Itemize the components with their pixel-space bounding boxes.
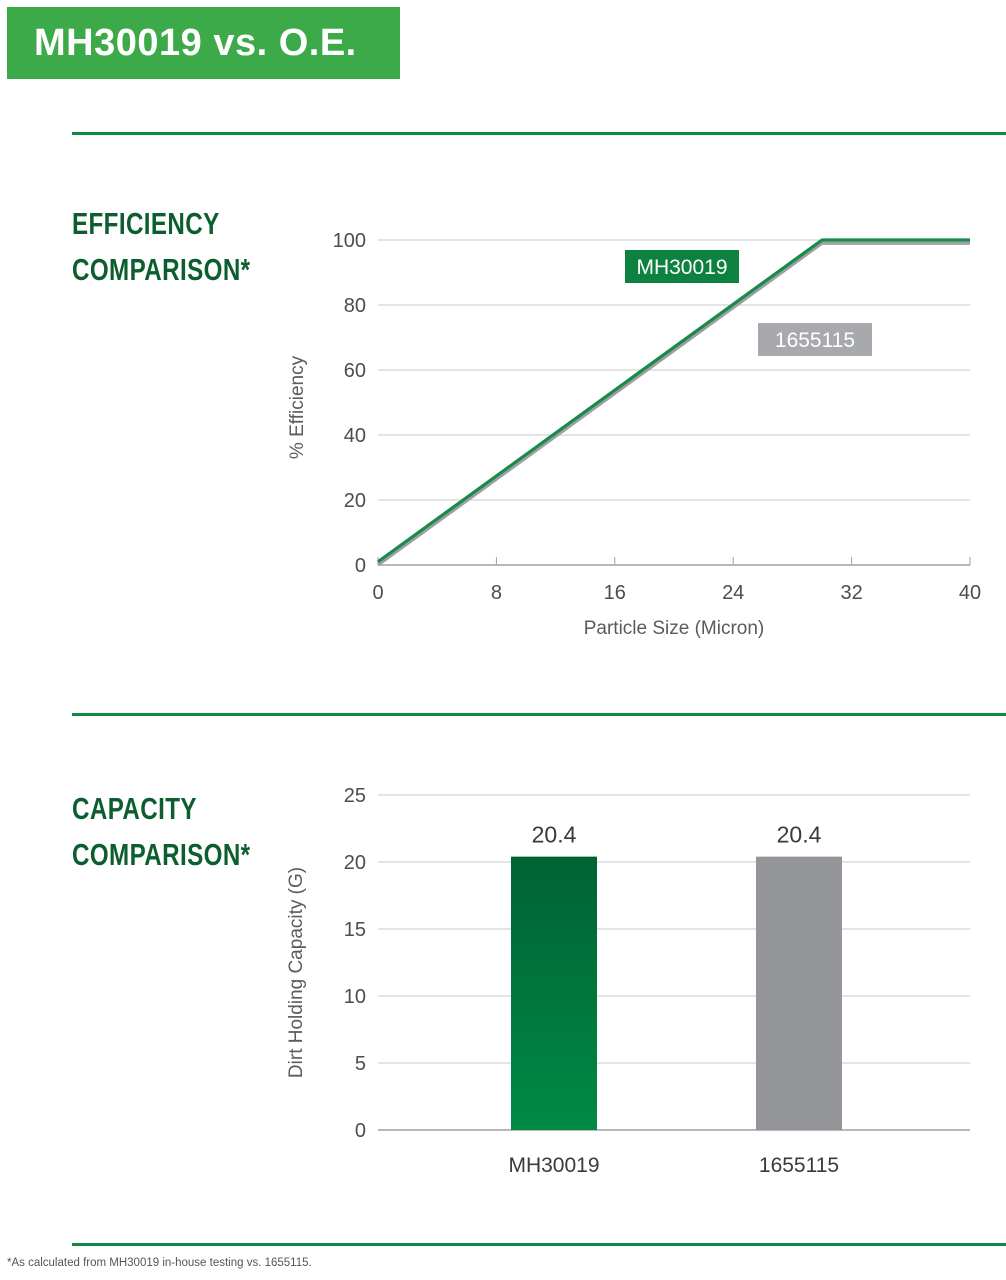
- series-line-1655115: [377, 241, 970, 567]
- y-tick-label-80: 80: [344, 295, 366, 317]
- y-axis-label: Dirt Holding Capacity (G): [286, 867, 307, 1078]
- x-tick-label-24: 24: [722, 582, 744, 604]
- section-divider-top: [72, 132, 1006, 135]
- x-axis-label: Particle Size (Micron): [584, 618, 765, 639]
- x-tick-label-40: 40: [959, 582, 981, 604]
- data-label-MH30019: 20.4: [532, 822, 577, 848]
- y-tick-label-20: 20: [344, 490, 366, 512]
- y-tick-label-60: 60: [344, 360, 366, 382]
- y-tick-label-25: 25: [344, 785, 366, 807]
- y-tick-label-0: 0: [355, 555, 366, 577]
- capacity-heading: CAPACITY COMPARISON*: [72, 786, 250, 878]
- legend-box-1655115: [758, 323, 872, 356]
- y-tick-label-0: 0: [355, 1120, 366, 1142]
- capacity-heading-line2: COMPARISON*: [72, 837, 251, 872]
- y-tick-label-100: 100: [333, 230, 366, 252]
- bar-1655115: [756, 856, 842, 1130]
- capacity-chart: 0 5 10 15 20 25 Dirt Holding Capacity (G) 20.4 M…: [286, 785, 970, 1177]
- x-tick-label-0: 0: [372, 582, 383, 604]
- y-axis-label: % Efficiency: [287, 355, 308, 459]
- section-divider-bottom: [72, 1243, 1006, 1246]
- x-tick-label-32: 32: [840, 582, 862, 604]
- series-line-MH30019: [377, 238, 970, 564]
- legend-label-MH30019: MH30019: [636, 256, 727, 279]
- x-tick-label-16: 16: [604, 582, 626, 604]
- x-tick-label-8: 8: [491, 582, 502, 604]
- y-tick-label-15: 15: [344, 919, 366, 941]
- section-divider-middle: [72, 713, 1006, 716]
- bar-MH30019: [511, 856, 597, 1130]
- legend-label-1655115: 1655115: [775, 329, 855, 352]
- title-banner: MH30019 vs. O.E.: [7, 7, 400, 79]
- efficiency-heading: EFFICIENCY COMPARISON*: [72, 201, 250, 293]
- x-category-label-1655115: 1655115: [759, 1154, 839, 1177]
- y-tick-label-20: 20: [344, 852, 366, 874]
- legend-box-MH30019: [625, 250, 739, 283]
- page-title: MH30019 vs. O.E.: [34, 21, 357, 64]
- y-tick-label-40: 40: [344, 425, 366, 447]
- efficiency-heading-line1: EFFICIENCY: [72, 206, 220, 241]
- x-category-label-MH30019: MH30019: [508, 1154, 599, 1177]
- y-tick-label-5: 5: [355, 1053, 366, 1075]
- y-tick-label-10: 10: [344, 986, 366, 1008]
- efficiency-chart: 0 20 40 60 80 100 0 8 16 24 32 40 Particle Size (Mic…: [287, 230, 981, 639]
- capacity-heading-line1: CAPACITY: [72, 791, 197, 826]
- efficiency-heading-line2: COMPARISON*: [72, 252, 251, 287]
- data-label-1655115: 20.4: [777, 822, 822, 848]
- footnote: *As calculated from MH30019 in-house tes…: [7, 1257, 312, 1269]
